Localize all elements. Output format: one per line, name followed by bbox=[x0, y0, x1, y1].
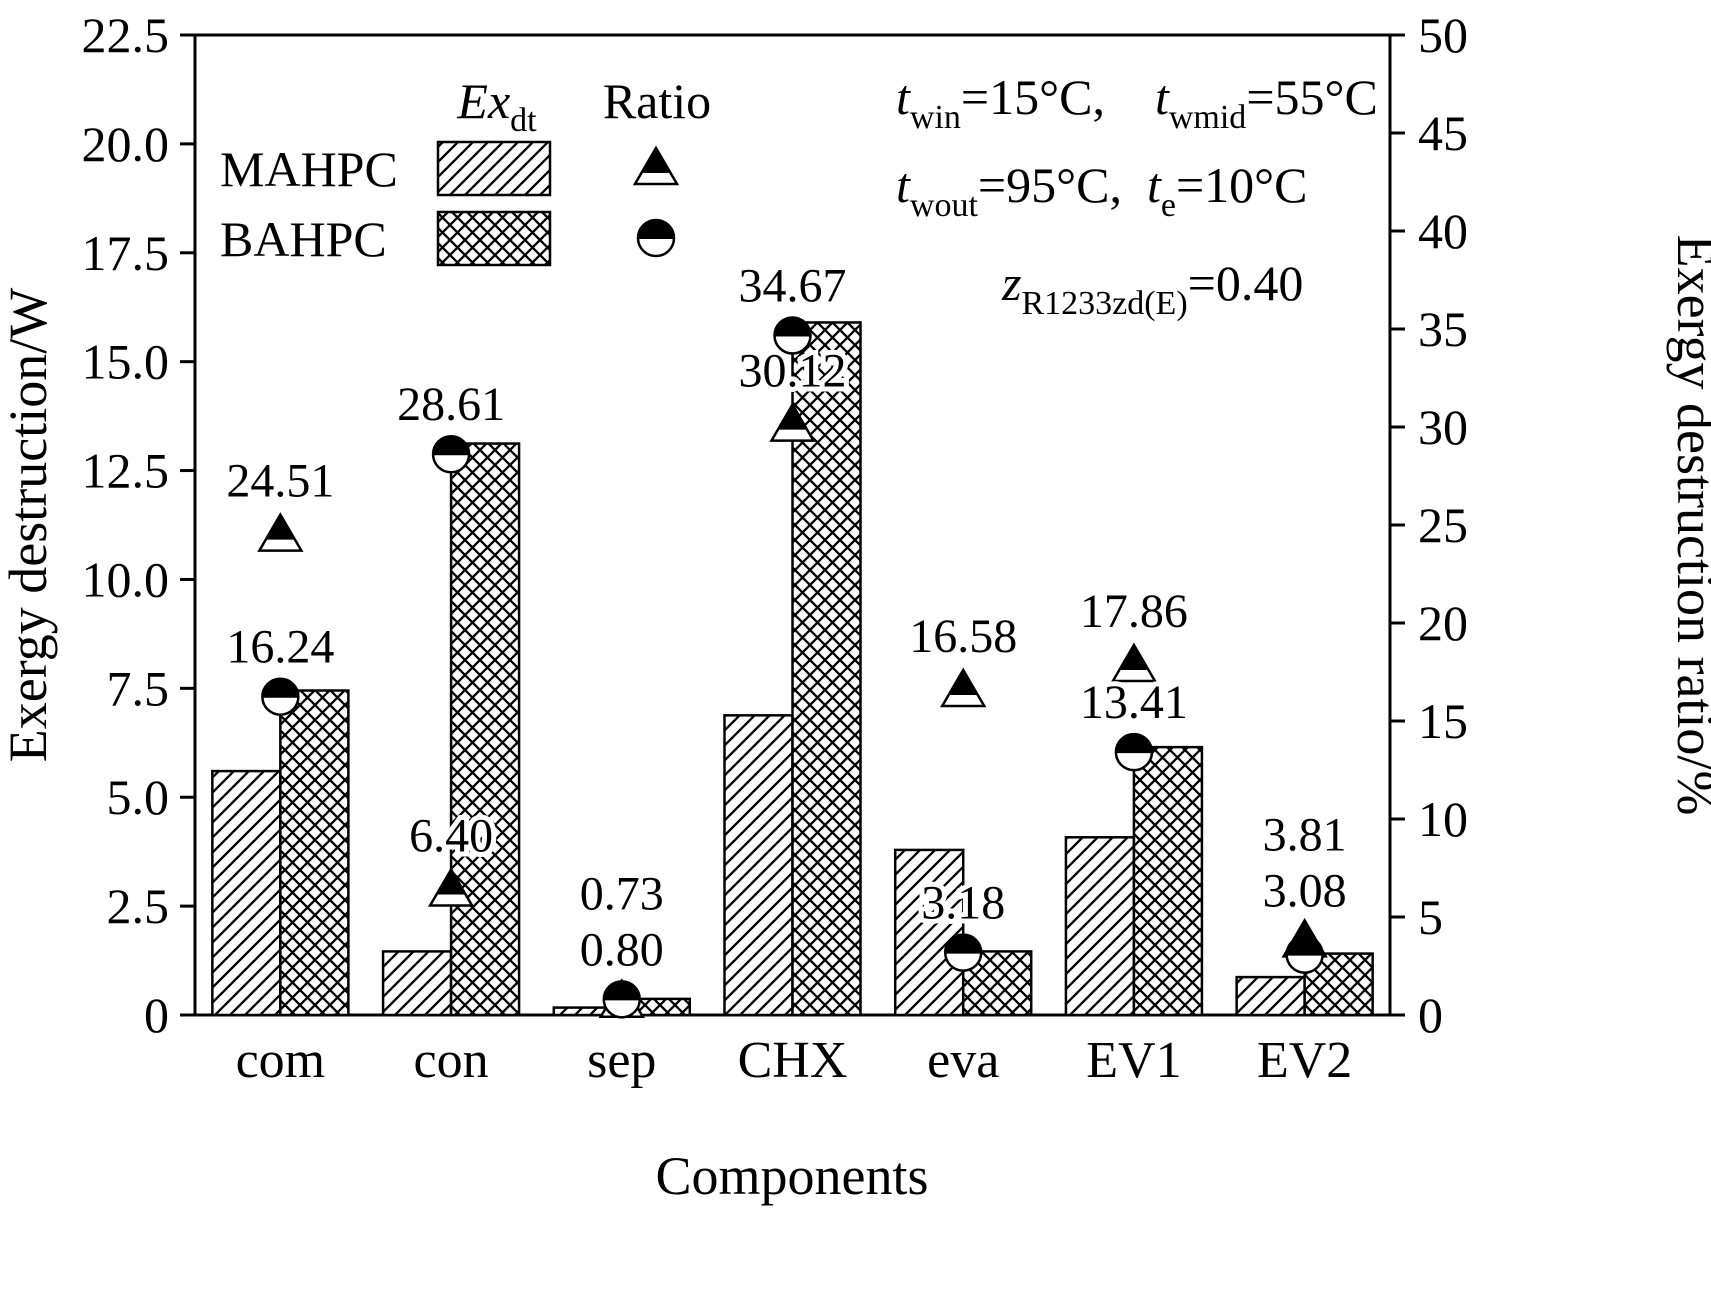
x-tick-label-con: con bbox=[414, 1032, 489, 1089]
right-tick-label: 30 bbox=[1418, 399, 1468, 455]
bars bbox=[211, 321, 1374, 1017]
annotation-line-3: zR1233zd(E)=0.40 bbox=[1001, 255, 1303, 322]
x-tick-label-EV2: EV2 bbox=[1257, 1032, 1352, 1089]
left-tick-label: 15.0 bbox=[82, 334, 170, 390]
marker-BAHPC-CHX-fill bbox=[774, 317, 811, 336]
right-tick-label: 20 bbox=[1418, 595, 1468, 651]
right-tick-label: 10 bbox=[1418, 791, 1468, 847]
ratio-label-MAHPC-eva: 16.58 bbox=[909, 610, 1017, 663]
ratio-label-MAHPC-con: 6.40 bbox=[409, 810, 493, 863]
axes-ticks-and-labels: 0 2.5 5.0 7.5 10.0 12.5 15.0 17.5 20.0 22.5 0 5 10 15… bbox=[82, 7, 1469, 1089]
bar-BAHPC-com bbox=[279, 689, 350, 1017]
ratio-label-MAHPC-sep: 0.73 bbox=[580, 867, 664, 920]
left-tick-label: 5.0 bbox=[107, 769, 170, 825]
left-tick-label: 0 bbox=[144, 987, 169, 1043]
right-tick-label: 0 bbox=[1418, 987, 1443, 1043]
marker-BAHPC-eva-fill bbox=[945, 934, 982, 953]
ratio-label-BAHPC-com: 16.24 bbox=[226, 621, 334, 674]
legend-swatch-BAHPC bbox=[436, 210, 552, 267]
x-tick-label-CHX: CHX bbox=[738, 1032, 848, 1089]
ratio-label-MAHPC-com: 24.51 bbox=[226, 455, 334, 508]
ratio-label-MAHPC-CHX: 30.12 bbox=[739, 345, 847, 398]
right-tick-label: 25 bbox=[1418, 497, 1468, 553]
marker-BAHPC-sep-fill bbox=[603, 981, 640, 1000]
left-tick-label: 10.0 bbox=[82, 551, 170, 607]
marker-MAHPC-com-fill bbox=[265, 514, 295, 540]
legend-marker-header: Ratio bbox=[603, 73, 711, 129]
left-tick-label: 17.5 bbox=[82, 225, 170, 281]
x-axis-title: Components bbox=[655, 1146, 928, 1206]
legend-marker-MAHPC-fill bbox=[641, 148, 671, 173]
legend-row-label-BAHPC: BAHPC bbox=[220, 211, 387, 267]
bar-BAHPC-con bbox=[449, 442, 521, 1017]
left-axis-title: Exergy destruction/W bbox=[0, 288, 58, 762]
right-tick-label: 15 bbox=[1418, 693, 1468, 749]
left-tick-label: 22.5 bbox=[82, 7, 170, 63]
annotation-line-2: twout=95°C, te=10°C bbox=[896, 157, 1308, 224]
bar-MAHPC-eva bbox=[893, 848, 965, 1017]
marker-MAHPC-CHX-fill bbox=[778, 404, 807, 430]
x-tick-label-EV1: EV1 bbox=[1086, 1032, 1181, 1089]
right-tick-label: 5 bbox=[1418, 889, 1443, 945]
ratio-label-BAHPC-sep: 0.80 bbox=[580, 923, 664, 976]
ratio-label-BAHPC-eva: 3.18 bbox=[921, 877, 1005, 930]
right-axis-title: Exergy destruction ratio/% bbox=[1666, 235, 1711, 816]
ratio-label-BAHPC-CHX: 34.67 bbox=[739, 259, 847, 312]
right-tick-label: 45 bbox=[1418, 105, 1468, 161]
legend-swatch-MAHPC bbox=[436, 140, 552, 197]
left-tick-label: 20.0 bbox=[82, 116, 170, 172]
marker-BAHPC-EV2-fill bbox=[1286, 936, 1323, 955]
marker-MAHPC-EV1-fill bbox=[1119, 644, 1149, 670]
legend-marker-BAHPC-fill bbox=[638, 220, 674, 238]
marker-BAHPC-com-fill bbox=[262, 678, 299, 697]
ratio-label-MAHPC-EV1: 17.86 bbox=[1080, 585, 1188, 638]
legend-bar-header: Exdt bbox=[456, 73, 537, 139]
right-tick-label: 35 bbox=[1418, 301, 1468, 357]
left-tick-label: 7.5 bbox=[107, 660, 170, 716]
legend-row-label-MAHPC: MAHPC bbox=[220, 141, 398, 197]
x-tick-label-eva: eva bbox=[927, 1032, 999, 1089]
ratio-markers bbox=[257, 316, 1328, 1019]
right-tick-label: 50 bbox=[1418, 7, 1468, 63]
bar-MAHPC-CHX bbox=[723, 714, 794, 1017]
ratio-label-BAHPC-con: 28.61 bbox=[397, 378, 505, 431]
bar-MAHPC-com bbox=[211, 769, 282, 1017]
bar-MAHPC-EV1 bbox=[1064, 836, 1136, 1017]
ratio-label-MAHPC-EV2: 3.81 bbox=[1263, 808, 1347, 861]
x-tick-label-sep: sep bbox=[587, 1032, 656, 1089]
ratio-value-labels: 24.51 16.24 6.40 28.61 0.730.80 30.12 34.67 16.… bbox=[221, 254, 1351, 981]
bar-BAHPC-EV1 bbox=[1132, 745, 1204, 1017]
marker-BAHPC-con-fill bbox=[433, 436, 470, 455]
bar-MAHPC-EV2 bbox=[1235, 975, 1306, 1017]
left-tick-label: 2.5 bbox=[107, 878, 170, 934]
bar-MAHPC-con bbox=[381, 950, 453, 1017]
marker-MAHPC-con-fill bbox=[436, 869, 466, 895]
marker-MAHPC-eva-fill bbox=[948, 670, 978, 696]
ratio-label-BAHPC-EV1: 13.41 bbox=[1080, 676, 1188, 729]
right-tick-label: 40 bbox=[1418, 203, 1468, 259]
legend: Exdt Ratio MAHPC BAHPC bbox=[220, 73, 711, 267]
ratio-label-BAHPC-EV2: 3.08 bbox=[1263, 864, 1347, 917]
marker-BAHPC-EV1-fill bbox=[1115, 734, 1152, 753]
x-tick-label-com: com bbox=[236, 1032, 326, 1089]
annotation-line-1: twin=15°C, twmid=55°C bbox=[896, 69, 1378, 136]
left-tick-label: 12.5 bbox=[82, 443, 170, 499]
parameter-annotations: twin=15°C, twmid=55°C twout=95°C, te=10°C… bbox=[896, 69, 1378, 322]
